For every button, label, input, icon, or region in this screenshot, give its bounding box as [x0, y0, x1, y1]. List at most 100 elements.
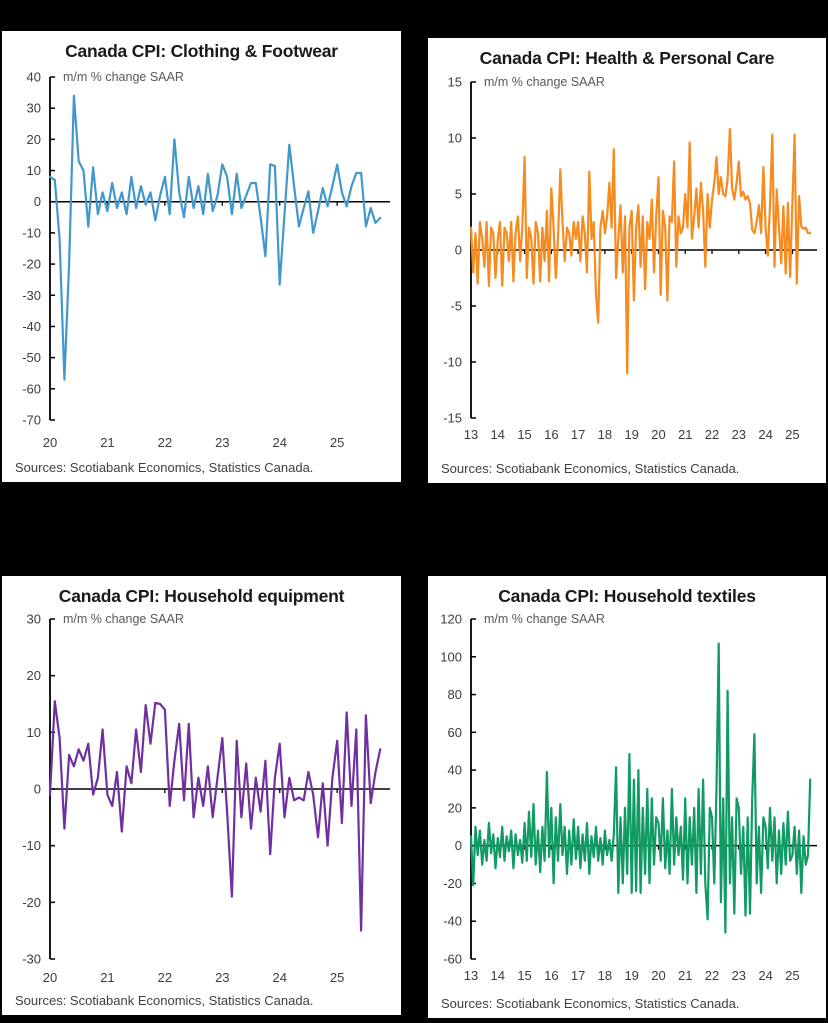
y-tick-label: -50 — [22, 350, 41, 365]
x-tick-label: 24 — [272, 435, 286, 450]
chart-panel-health-personal-care: Canada CPI: Health & Personal Care 15 10 5… — [428, 38, 826, 483]
x-tick-label: 18 — [598, 427, 612, 442]
x-tick-label: 25 — [785, 427, 799, 442]
y-tick-label: 100 — [440, 649, 462, 664]
y-axis-units-label: m/m % change SAAR — [484, 75, 605, 89]
y-tick-label: 0 — [455, 838, 462, 853]
y-tick-label: -20 — [22, 895, 41, 910]
y-tick-label: 15 — [448, 75, 462, 90]
x-tick-label: 21 — [678, 427, 692, 442]
x-tick-label: 22 — [158, 970, 172, 985]
source-note: Sources: Scotiabank Economics, Statistic… — [441, 996, 740, 1011]
x-tick-label: 23 — [215, 435, 229, 450]
y-tick-label: 80 — [448, 687, 462, 702]
x-tick-label: 21 — [100, 435, 114, 450]
chart-title: Canada CPI: Household textiles — [498, 586, 756, 606]
line-chart-clothing-footwear: 40 30 20 10 0 -10 -20 -30 -40 -50 -60 -70 20 21 22 23 24… — [2, 31, 401, 482]
series-line — [469, 127, 812, 375]
x-tick-label: 17 — [571, 968, 585, 983]
x-tick-label: 24 — [758, 968, 772, 983]
x-tick-label: 18 — [598, 968, 612, 983]
source-note: Sources: Scotiabank Economics, Statistic… — [441, 461, 740, 476]
x-tick-label: 23 — [732, 968, 746, 983]
series-line — [469, 642, 812, 934]
x-tick-label: 25 — [330, 435, 344, 450]
series-line — [48, 94, 382, 381]
x-tick-label: 22 — [705, 968, 719, 983]
x-tick-label: 20 — [651, 427, 665, 442]
y-tick-label: 10 — [27, 163, 41, 178]
x-tick-label: 23 — [215, 970, 229, 985]
y-tick-label: -30 — [22, 952, 41, 967]
chart-panel-household-equipment: Canada CPI: Household equipment 30 20 10 0 -… — [2, 576, 401, 1015]
x-tick-label: 21 — [100, 970, 114, 985]
line-chart-household-textiles: 120 100 80 60 40 20 0 -20 -40 -60 13 14 15 16 17 18 19 20… — [428, 576, 826, 1018]
y-tick-label: 20 — [448, 800, 462, 815]
y-tick-label: 10 — [448, 131, 462, 146]
x-tick-label: 13 — [464, 968, 478, 983]
y-tick-label: 40 — [27, 70, 41, 85]
y-tick-label: -15 — [443, 411, 462, 426]
x-tick-label: 15 — [517, 427, 531, 442]
x-tick-label: 14 — [491, 427, 505, 442]
x-tick-label: 21 — [678, 968, 692, 983]
chart-panel-clothing-footwear: Canada CPI: Clothing & Footwear 40 30 20 10… — [2, 31, 401, 482]
y-tick-label: 5 — [455, 187, 462, 202]
y-tick-label: -40 — [443, 914, 462, 929]
y-tick-label: 120 — [440, 612, 462, 627]
series-line — [48, 700, 382, 932]
x-tick-label: 16 — [544, 427, 558, 442]
y-axis-units-label: m/m % change SAAR — [484, 612, 605, 626]
y-tick-label: 20 — [27, 668, 41, 683]
chart-title: Canada CPI: Clothing & Footwear — [65, 41, 338, 61]
x-tick-label: 24 — [758, 427, 772, 442]
chart-title: Canada CPI: Health & Personal Care — [479, 48, 775, 68]
x-tick-label: 22 — [158, 435, 172, 450]
x-tick-label: 19 — [624, 427, 638, 442]
x-tick-label: 13 — [464, 427, 478, 442]
y-tick-label: 40 — [448, 763, 462, 778]
y-tick-label: -30 — [22, 288, 41, 303]
x-tick-label: 16 — [544, 968, 558, 983]
source-note: Sources: Scotiabank Economics, Statistic… — [15, 460, 314, 475]
y-tick-label: -20 — [22, 257, 41, 272]
y-tick-label: 0 — [34, 194, 41, 209]
y-tick-label: -60 — [443, 952, 462, 967]
y-axis-units-label: m/m % change SAAR — [63, 612, 184, 626]
x-tick-label: 14 — [491, 968, 505, 983]
y-tick-label: 30 — [27, 612, 41, 627]
x-tick-label: 20 — [43, 435, 57, 450]
x-tick-label: 25 — [330, 970, 344, 985]
y-tick-label: 30 — [27, 101, 41, 116]
y-tick-label: 20 — [27, 132, 41, 147]
y-tick-label: 60 — [448, 725, 462, 740]
x-tick-label: 20 — [651, 968, 665, 983]
y-tick-label: -10 — [22, 838, 41, 853]
x-tick-label: 19 — [624, 968, 638, 983]
y-tick-label: -20 — [443, 876, 462, 891]
chart-title: Canada CPI: Household equipment — [58, 586, 345, 606]
x-tick-label: 22 — [705, 427, 719, 442]
x-tick-label: 17 — [571, 427, 585, 442]
x-tick-label: 25 — [785, 968, 799, 983]
x-tick-label: 23 — [732, 427, 746, 442]
y-tick-label: -10 — [22, 225, 41, 240]
y-tick-label: -40 — [22, 319, 41, 334]
y-tick-label: -70 — [22, 413, 41, 428]
line-chart-household-equipment: 30 20 10 0 -10 -20 -30 20 21 22 23 24 25 — [2, 576, 401, 1015]
x-tick-label: 20 — [43, 970, 57, 985]
y-tick-label: 0 — [34, 782, 41, 797]
line-chart-health-personal-care: 15 10 5 0 -5 -10 -15 13 14 15 16 17 18 19 20 21 22 23 24 25 — [428, 38, 826, 483]
chart-panel-household-textiles: Canada CPI: Household textiles 120 100 80 6… — [428, 576, 826, 1018]
y-tick-label: 0 — [455, 243, 462, 258]
x-tick-label: 15 — [517, 968, 531, 983]
y-tick-label: -5 — [450, 299, 462, 314]
x-tick-label: 24 — [272, 970, 286, 985]
y-axis-units-label: m/m % change SAAR — [63, 70, 184, 84]
y-tick-label: -60 — [22, 381, 41, 396]
